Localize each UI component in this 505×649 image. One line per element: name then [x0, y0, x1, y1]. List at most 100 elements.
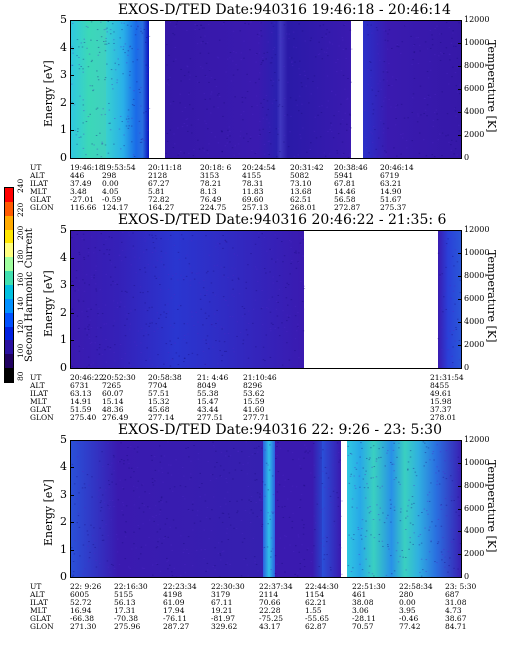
texture-speck	[337, 110, 340, 112]
texture-speck	[320, 457, 322, 459]
texture-speck	[83, 38, 86, 40]
panel2-ephemeris-column: 21: 4:46 8049 55.38 15.47 43.44 277.51	[197, 374, 228, 421]
texture-speck	[353, 534, 355, 536]
texture-speck	[75, 277, 78, 279]
colorbar-band	[5, 243, 13, 258]
texture-speck	[248, 310, 250, 312]
texture-speck	[288, 240, 291, 242]
texture-speck	[263, 153, 266, 155]
texture-speck	[387, 40, 389, 42]
texture-speck	[138, 496, 141, 498]
texture-speck	[193, 522, 196, 524]
texture-speck	[459, 292, 461, 294]
texture-speck	[265, 58, 267, 60]
texture-speck	[323, 152, 326, 154]
texture-speck	[78, 492, 80, 494]
texture-speck	[327, 488, 330, 490]
texture-speck	[278, 275, 281, 277]
texture-speck	[222, 235, 224, 237]
texture-speck	[370, 61, 372, 63]
panel3-segment-5	[341, 441, 348, 577]
texture-speck	[169, 103, 172, 105]
texture-speck	[83, 258, 86, 260]
texture-speck	[180, 234, 183, 236]
texture-speck	[433, 459, 435, 461]
texture-speck	[441, 559, 443, 561]
texture-speck	[285, 286, 287, 288]
ephemeris-ilat: 78.31	[242, 178, 264, 188]
texture-speck	[110, 69, 113, 71]
texture-speck	[232, 247, 234, 249]
texture-speck	[243, 577, 245, 578]
texture-speck	[372, 445, 375, 447]
ephemeris-label: GLON	[30, 621, 54, 631]
texture-speck	[95, 336, 98, 338]
texture-speck	[198, 272, 200, 274]
texture-speck	[371, 103, 374, 105]
texture-speck	[151, 364, 154, 366]
texture-speck	[159, 570, 162, 572]
texture-speck	[104, 43, 106, 45]
texture-speck	[167, 536, 170, 538]
texture-speck	[221, 521, 224, 523]
texture-speck	[232, 60, 234, 62]
texture-speck	[454, 340, 456, 342]
texture-speck	[190, 460, 192, 462]
texture-speck	[151, 234, 153, 236]
texture-speck	[239, 236, 241, 238]
texture-speck	[396, 104, 399, 106]
ephemeris-glon: 124.17	[102, 202, 129, 212]
texture-speck	[186, 66, 189, 68]
ephemeris-ilat: 56.13	[114, 597, 136, 607]
texture-speck	[337, 505, 340, 507]
texture-speck	[139, 291, 142, 293]
texture-speck	[268, 469, 271, 471]
texture-speck	[318, 453, 321, 455]
texture-speck	[136, 59, 139, 61]
texture-speck	[82, 233, 85, 235]
texture-speck	[388, 548, 390, 550]
texture-speck	[165, 343, 168, 345]
texture-speck	[352, 567, 354, 569]
colorbar-tick: 120	[16, 319, 25, 334]
texture-speck	[453, 265, 455, 267]
texture-speck	[188, 152, 190, 154]
texture-speck	[417, 515, 420, 517]
texture-speck	[140, 342, 142, 344]
texture-speck	[318, 475, 320, 477]
texture-speck	[438, 55, 440, 57]
texture-speck	[119, 306, 121, 308]
texture-speck	[148, 307, 151, 309]
texture-speck	[241, 96, 244, 98]
texture-speck	[183, 334, 186, 336]
panel1-y2tick: 10000	[464, 38, 490, 47]
texture-speck	[393, 506, 396, 508]
texture-speck	[191, 132, 193, 134]
ephemeris-glon: 257.13	[242, 202, 269, 212]
texture-speck	[345, 48, 347, 50]
texture-speck	[124, 290, 127, 292]
texture-speck	[276, 563, 278, 565]
texture-speck	[159, 284, 161, 286]
texture-speck	[388, 62, 390, 64]
texture-speck	[444, 359, 446, 361]
texture-speck	[210, 323, 213, 325]
panel2-ytick: 3	[60, 278, 67, 292]
panel2-texture	[71, 231, 461, 368]
ephemeris-glat: -75.25	[259, 613, 284, 623]
texture-speck	[96, 29, 99, 31]
texture-speck	[127, 459, 129, 461]
panel3-segment-2	[263, 441, 275, 577]
texture-speck	[400, 508, 402, 510]
texture-speck	[434, 27, 436, 29]
texture-speck	[86, 330, 88, 332]
panel1-ephemeris-column: 20:31:42 5082 73.10 13.68 62.51 268.01	[290, 164, 324, 211]
texture-speck	[407, 117, 409, 119]
texture-speck	[286, 282, 288, 284]
texture-speck	[406, 510, 408, 512]
texture-speck	[105, 239, 107, 241]
texture-speck	[187, 509, 190, 511]
texture-speck	[198, 485, 201, 487]
texture-speck	[112, 454, 115, 456]
texture-speck	[338, 451, 340, 453]
